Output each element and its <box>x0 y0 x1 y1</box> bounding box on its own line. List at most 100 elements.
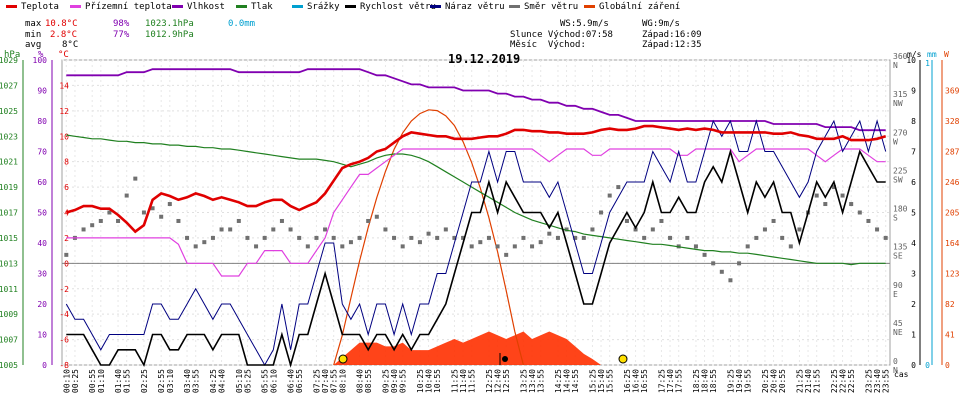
x-tick-label: 14:25 <box>554 369 563 393</box>
legend-swatch <box>430 5 441 8</box>
smer-point <box>780 235 785 240</box>
y-hpa-tick: 1015 <box>0 234 18 243</box>
y-w-tick: 328 <box>945 117 960 126</box>
smer-point <box>443 227 448 232</box>
y-w-tick: 41 <box>945 331 955 340</box>
y-dir-tick: 0 <box>893 357 898 366</box>
y-temp-tick: -6 <box>59 336 69 345</box>
smer-point <box>107 210 112 215</box>
x-tick-label: 16:25 <box>623 369 632 393</box>
x-tick-label: 12:55 <box>502 369 511 393</box>
legend-swatch <box>6 5 17 8</box>
legend-item: Teplota <box>6 2 59 12</box>
y-ms-tick: 6 <box>911 178 916 187</box>
smer-point <box>745 244 750 249</box>
smer-point <box>478 240 483 245</box>
x-tick-label: 18:40 <box>701 369 710 393</box>
y-dir-tick: 180 <box>893 205 908 214</box>
smer-point <box>314 235 319 240</box>
smer-point <box>323 227 328 232</box>
sun-rise: Slunce Východ:07:58 <box>510 30 613 40</box>
y-pct-tick: 0 <box>42 361 47 370</box>
smer-point <box>392 235 397 240</box>
x-tick-label: 14:40 <box>563 369 572 393</box>
smer-point <box>254 244 259 249</box>
x-tick-label: 16:40 <box>632 369 641 393</box>
x-tick-label: 04:25 <box>209 369 218 393</box>
x-tick-label: 22:55 <box>847 369 856 393</box>
smer-point <box>133 176 138 181</box>
series-teoreticke-zareni <box>333 109 524 366</box>
x-tick-label: 21:25 <box>795 369 804 393</box>
y-w-tick: 205 <box>945 209 960 218</box>
stat-max-label: max <box>25 19 42 29</box>
x-tick-label: 17:25 <box>657 369 666 393</box>
y-pct-tick: 100 <box>33 56 48 65</box>
x-tick-label: 11:40 <box>459 369 468 393</box>
y-w-tick: 82 <box>945 300 955 309</box>
x-tick-label: 05:55 <box>261 369 270 393</box>
smer-point <box>469 244 474 249</box>
smer-point <box>564 227 569 232</box>
smer-point <box>831 185 836 190</box>
y-temp-tick: 6 <box>64 183 69 192</box>
y-temp-tick: 12 <box>59 107 69 116</box>
smer-point <box>409 235 414 240</box>
smer-point <box>849 202 854 207</box>
y-w-tick: 123 <box>945 270 960 279</box>
smer-point <box>461 235 466 240</box>
x-tick-label: 15:25 <box>588 369 597 393</box>
y-ms-tick: 3 <box>911 270 916 279</box>
y-pct-tick: 80 <box>37 117 47 126</box>
smer-point <box>590 227 595 232</box>
x-tick-label: 21:55 <box>813 369 822 393</box>
y-w-tick: 164 <box>945 239 960 248</box>
x-tick-label: 09:40 <box>390 369 399 393</box>
legend-swatch <box>70 5 81 8</box>
legend-label: Náraz větru <box>445 2 505 12</box>
y-dir-tick: 270 <box>893 128 908 137</box>
x-tick-label: 08:10 <box>338 369 347 393</box>
y-hpa-tick: 1007 <box>0 336 18 345</box>
series-tlak <box>66 134 886 266</box>
x-tick-label: 13:55 <box>537 369 546 393</box>
x-tick-label: 20:55 <box>778 369 787 393</box>
x-tick-label: 13:25 <box>519 369 528 393</box>
y-w-tick: 369 <box>945 87 960 96</box>
stat-max-press: 1023.1hPa <box>145 19 194 29</box>
smer-point <box>98 218 103 223</box>
smer-point <box>719 269 724 274</box>
y-ms-tick: 2 <box>911 300 916 309</box>
smer-point <box>279 218 284 223</box>
x-tick-label: 19:40 <box>735 369 744 393</box>
y-hpa-tick: 1013 <box>0 259 18 268</box>
x-tick-label: 12:25 <box>485 369 494 393</box>
y-ms-tick: 7 <box>911 148 916 157</box>
legend-label: Teplota <box>21 2 59 12</box>
y-ms-tick: 0 <box>911 361 916 370</box>
smer-point <box>555 235 560 240</box>
legend-swatch <box>292 5 303 8</box>
x-tick-label: 23:40 <box>873 369 882 393</box>
legend-label: Rychlost větru <box>360 2 436 12</box>
legend-item: Náraz větru <box>430 2 505 12</box>
y-dir-label: W <box>893 137 898 146</box>
y-w-tick: 287 <box>945 148 960 157</box>
smer-point <box>176 218 181 223</box>
smer-point <box>452 235 457 240</box>
y-temp-tick: 8 <box>64 158 69 167</box>
x-tick-label: 20:40 <box>770 369 779 393</box>
smer-point <box>210 235 215 240</box>
smer-point <box>521 235 526 240</box>
series-prizemni <box>66 148 886 277</box>
y-ms-tick: 4 <box>911 239 916 248</box>
stat-max-rain: 0.0mm <box>228 19 256 29</box>
smer-point <box>486 235 491 240</box>
smer-point <box>685 235 690 240</box>
y-w-tick: 246 <box>945 178 960 187</box>
legend-item: Srážky <box>292 2 340 12</box>
smer-point <box>659 218 664 223</box>
x-tick-label: 01:40 <box>114 369 123 393</box>
x-tick-label: 10:40 <box>425 369 434 393</box>
